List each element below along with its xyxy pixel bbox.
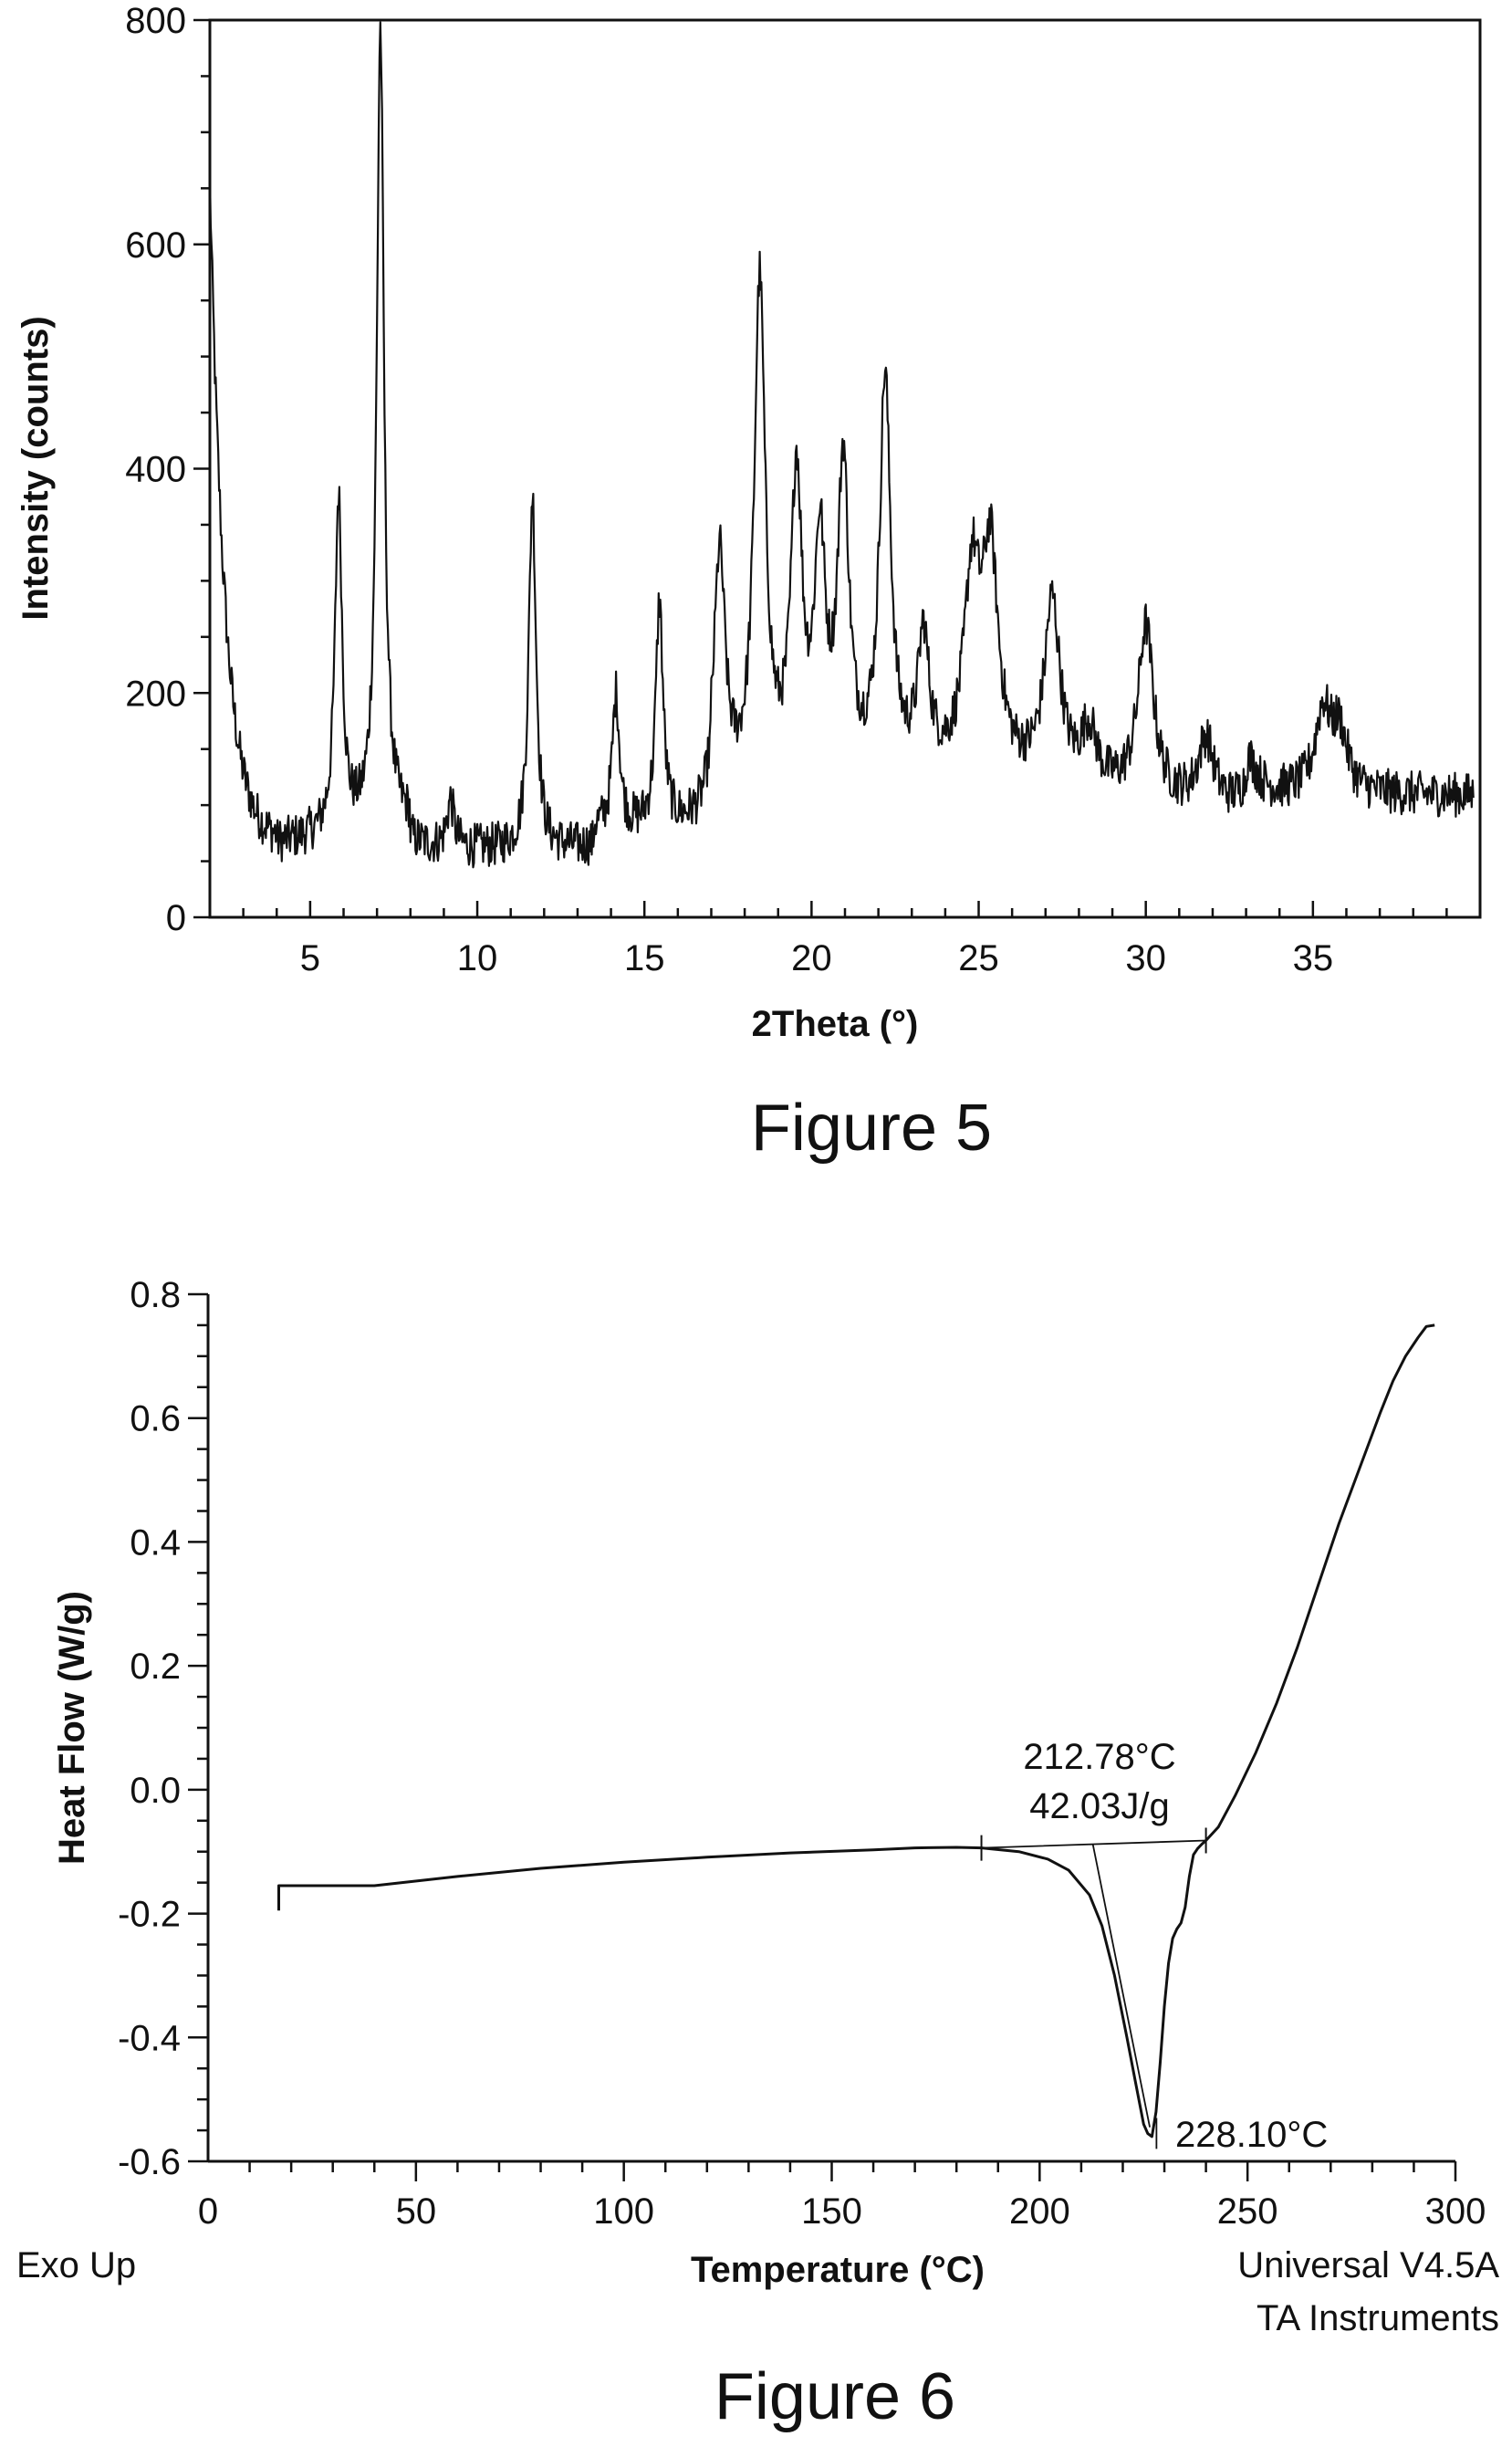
xrd-y-tick-label: 600 (125, 225, 186, 266)
xrd-x-tick-label: 35 (1293, 938, 1334, 978)
dsc-heat-flow-line (279, 1325, 1435, 2137)
dsc-x-tick-label: 200 (1009, 2191, 1070, 2232)
dsc-x-tick-label: 300 (1425, 2191, 1486, 2232)
dsc-enthalpy-label: 42.03J/g (1029, 1786, 1169, 1826)
dsc-chart: 0 50 100 150 200 250 300 -0.6 -0.4 -0.2 0.0 0.2 0.4 0… (16, 1275, 1499, 2433)
xrd-x-tick-label: 30 (1125, 938, 1166, 978)
xrd-x-tick-label: 5 (300, 938, 320, 978)
dsc-y-tick-label: 0.6 (130, 1399, 181, 1439)
dsc-y-tick-label: 0.8 (130, 1275, 181, 1315)
xrd-y-tick-label: 200 (125, 674, 186, 714)
dsc-y-tick-label: -0.6 (118, 2142, 181, 2182)
dsc-y-tick-label: 0.0 (130, 1771, 181, 1811)
dsc-onset-label: 212.78°C (1023, 1737, 1175, 1777)
vendor-label: TA Instruments (1257, 2298, 1499, 2338)
dsc-axis-ticks: 0 50 100 150 200 250 300 -0.6 -0.4 -0.2 0.0 0.2 0.4 0… (118, 1275, 1486, 2232)
xrd-axis-ticks: 5 10 15 20 25 30 35 0 200 400 600 800 (125, 1, 1446, 978)
dsc-x-tick-label: 50 (396, 2191, 437, 2232)
dsc-y-tick-label: -0.4 (118, 2018, 181, 2058)
xrd-x-axis-title: 2Theta (°) (752, 1004, 919, 1044)
xrd-x-tick-label: 10 (457, 938, 498, 978)
dsc-x-tick-label: 250 (1217, 2191, 1278, 2232)
xrd-pattern-line (210, 23, 1474, 868)
xrd-x-tick-label: 15 (624, 938, 665, 978)
dsc-x-tick-label: 0 (198, 2191, 218, 2232)
dsc-y-tick-label: -0.2 (118, 1895, 181, 1935)
figure-5-caption: Figure 5 (751, 1092, 992, 1165)
dsc-integration-baseline (982, 1841, 1206, 2149)
xrd-y-tick-label: 800 (125, 1, 186, 41)
xrd-y-axis-title: Intensity (counts) (16, 316, 56, 620)
xrd-x-tick-label: 25 (958, 938, 999, 978)
dsc-x-tick-label: 100 (593, 2191, 654, 2232)
xrd-x-tick-label: 20 (791, 938, 832, 978)
dsc-x-tick-label: 150 (801, 2191, 862, 2232)
xrd-chart: 5 10 15 20 25 30 35 0 200 400 600 800 Intensity (co… (16, 1, 1480, 1165)
exo-up-label: Exo Up (16, 2245, 136, 2285)
figure-6-caption: Figure 6 (714, 2360, 955, 2433)
dsc-y-tick-label: 0.2 (130, 1647, 181, 1687)
xrd-y-tick-label: 0 (166, 898, 186, 938)
software-version-label: Universal V4.5A (1237, 2245, 1499, 2285)
xrd-y-tick-label: 400 (125, 450, 186, 490)
dsc-y-axis-title: Heat Flow (W/g) (52, 1591, 92, 1865)
dsc-peak-label: 228.10°C (1175, 2115, 1328, 2155)
dsc-x-axis-title: Temperature (°C) (691, 2250, 985, 2290)
dsc-y-tick-label: 0.4 (130, 1522, 181, 1563)
